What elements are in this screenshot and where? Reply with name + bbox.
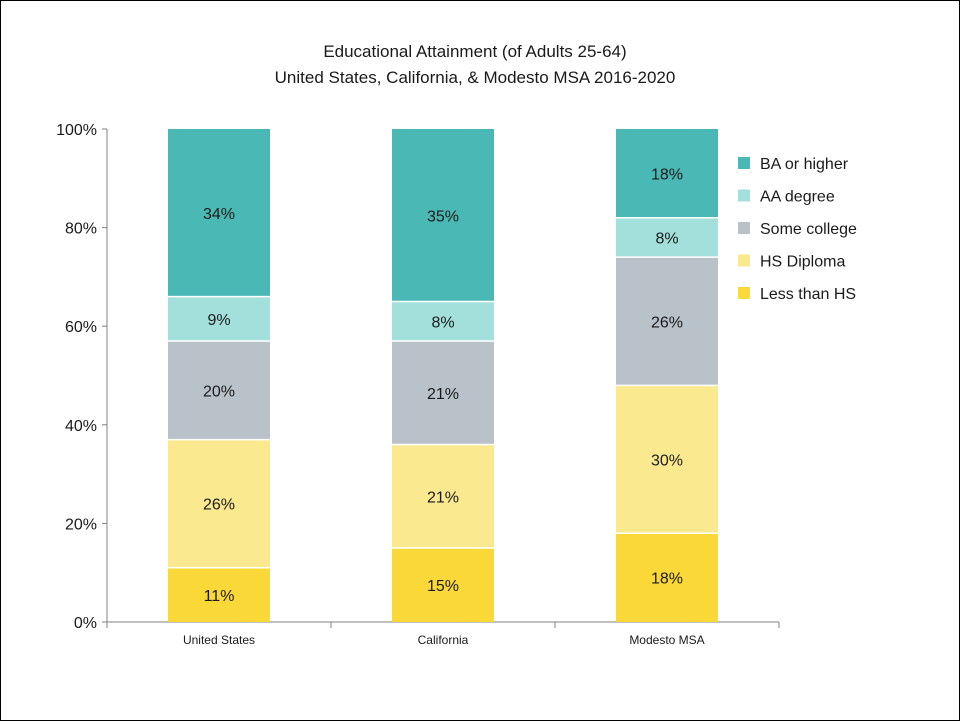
chart-title-line-1: Educational Attainment (of Adults 25-64) <box>323 42 626 61</box>
data-label: 9% <box>207 312 230 329</box>
y-tick-label: 40% <box>65 418 97 435</box>
bar-segment <box>168 567 270 622</box>
data-label: 30% <box>651 452 683 469</box>
y-tick-label: 20% <box>65 516 97 533</box>
legend-swatch <box>738 222 750 234</box>
x-tick-label: United States <box>183 633 255 647</box>
data-label: 15% <box>427 578 459 595</box>
legend-swatch <box>738 287 750 299</box>
data-label: 8% <box>431 314 454 331</box>
data-label: 21% <box>427 489 459 506</box>
bar-segment <box>392 129 494 302</box>
bar-segment <box>616 385 718 534</box>
legend-item: Less than HS <box>738 286 856 303</box>
bar-stack: 11% 26% 20% 9% 34% <box>168 129 270 622</box>
bar-segment <box>616 533 718 622</box>
data-label: 11% <box>204 588 235 605</box>
legend-item: Some college <box>738 221 857 238</box>
data-label: 34% <box>203 206 235 223</box>
bar-stack: 18% 30% 26% 8% 18% <box>616 129 718 622</box>
bar-segment <box>616 129 718 218</box>
data-label: 20% <box>203 383 235 400</box>
legend-item: BA or higher <box>738 156 849 173</box>
legend-item: HS Diploma <box>738 254 845 271</box>
bar-segment <box>168 439 270 568</box>
bar-segment <box>168 296 270 341</box>
data-label: 26% <box>651 314 683 331</box>
legend-label: BA or higher <box>760 156 849 173</box>
y-tick-label: 0% <box>74 615 97 632</box>
legend-swatch <box>738 254 750 267</box>
bar-stack: 15% 21% 21% 8% 35% <box>392 129 494 622</box>
bars: 11%26%20%9%34%15%21%21%8%35%18%30%26%8%1… <box>168 129 718 622</box>
y-tick-label: 60% <box>65 319 97 336</box>
bar-segment <box>168 129 270 297</box>
legend-item: AA degree <box>738 189 835 206</box>
data-label: 18% <box>651 571 683 588</box>
bar-segment <box>168 340 270 440</box>
legend: BA or higher AA degree Some college HS Dipl… <box>738 156 857 303</box>
bar-segment <box>392 444 494 549</box>
chart-title-line-2: United States, California, & Modesto MSA… <box>275 68 676 87</box>
data-label: 35% <box>427 208 459 225</box>
legend-swatch <box>738 157 750 169</box>
bar-segment <box>616 217 718 258</box>
x-tick-label: Modesto MSA <box>629 633 704 647</box>
legend-label: HS Diploma <box>760 254 845 271</box>
bar-segment <box>392 340 494 445</box>
chart-title: Educational Attainment (of Adults 25-64)… <box>275 42 676 87</box>
y-tick-label: 100% <box>56 122 97 139</box>
data-label: 18% <box>651 166 683 183</box>
legend-swatch <box>738 189 750 202</box>
data-label: 21% <box>427 386 459 403</box>
x-axis: United States California Modesto MSA <box>106 621 780 647</box>
bar-segment <box>392 301 494 341</box>
bar-segment <box>392 548 494 622</box>
y-axis: 0% 20% 40% 60% 80% 100% <box>56 122 108 632</box>
x-tick-label: California <box>418 633 469 647</box>
legend-label: Some college <box>760 221 857 238</box>
legend-label: Less than HS <box>760 286 856 303</box>
y-tick-label: 80% <box>65 221 97 238</box>
legend-label: AA degree <box>760 189 835 206</box>
bar-segment <box>616 257 718 386</box>
data-label: 8% <box>655 230 678 247</box>
data-label: 26% <box>203 497 235 514</box>
